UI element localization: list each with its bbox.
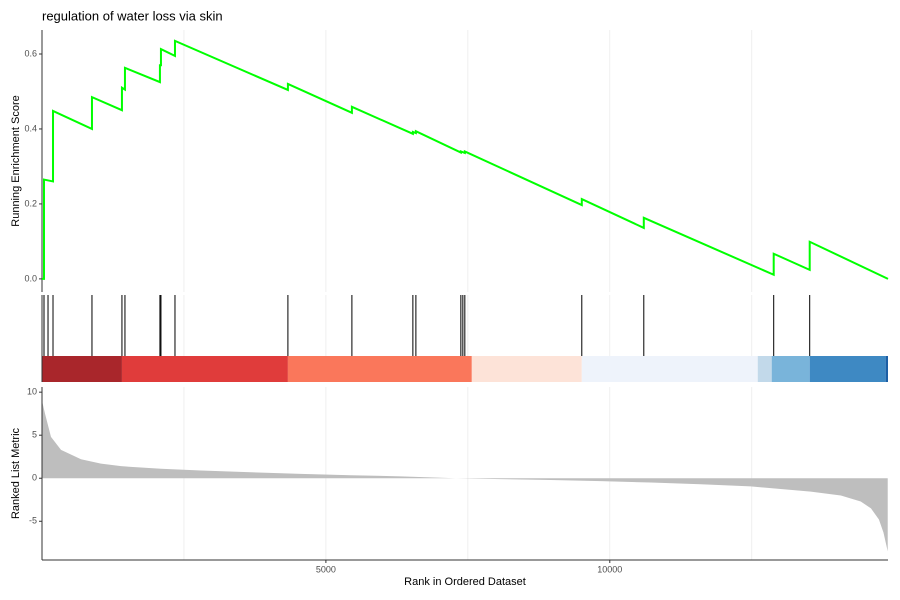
y-tick-label: 0.0 xyxy=(24,273,37,283)
rank-band xyxy=(771,356,810,382)
y-axis-title: Ranked List Metric xyxy=(10,427,22,519)
enrichment-line xyxy=(42,39,889,280)
rank-band xyxy=(581,356,758,382)
rank-band xyxy=(42,356,122,382)
x-tick-label: 5000 xyxy=(316,564,336,574)
rank-band xyxy=(471,356,582,382)
x-tick-label: 10000 xyxy=(597,564,622,574)
y-tick-label: -5 xyxy=(29,516,37,526)
rank-band xyxy=(757,356,772,382)
rank-band xyxy=(287,356,472,382)
y-tick-label: 0.6 xyxy=(24,48,37,58)
y-tick-label: 0 xyxy=(32,473,37,483)
metric-area xyxy=(42,400,888,552)
rank-band xyxy=(885,356,888,382)
y-tick-label: 0.2 xyxy=(24,198,37,208)
rank-band xyxy=(809,356,886,382)
y-tick-label: 5 xyxy=(32,430,37,440)
x-axis-title: Rank in Ordered Dataset xyxy=(404,576,526,588)
y-tick-label: 10 xyxy=(27,387,37,397)
chart-title: regulation of water loss via skin xyxy=(42,8,223,23)
y-axis-title: Running Enrichment Score xyxy=(10,95,22,226)
rank-band xyxy=(121,356,288,382)
y-tick-label: 0.4 xyxy=(24,123,37,133)
